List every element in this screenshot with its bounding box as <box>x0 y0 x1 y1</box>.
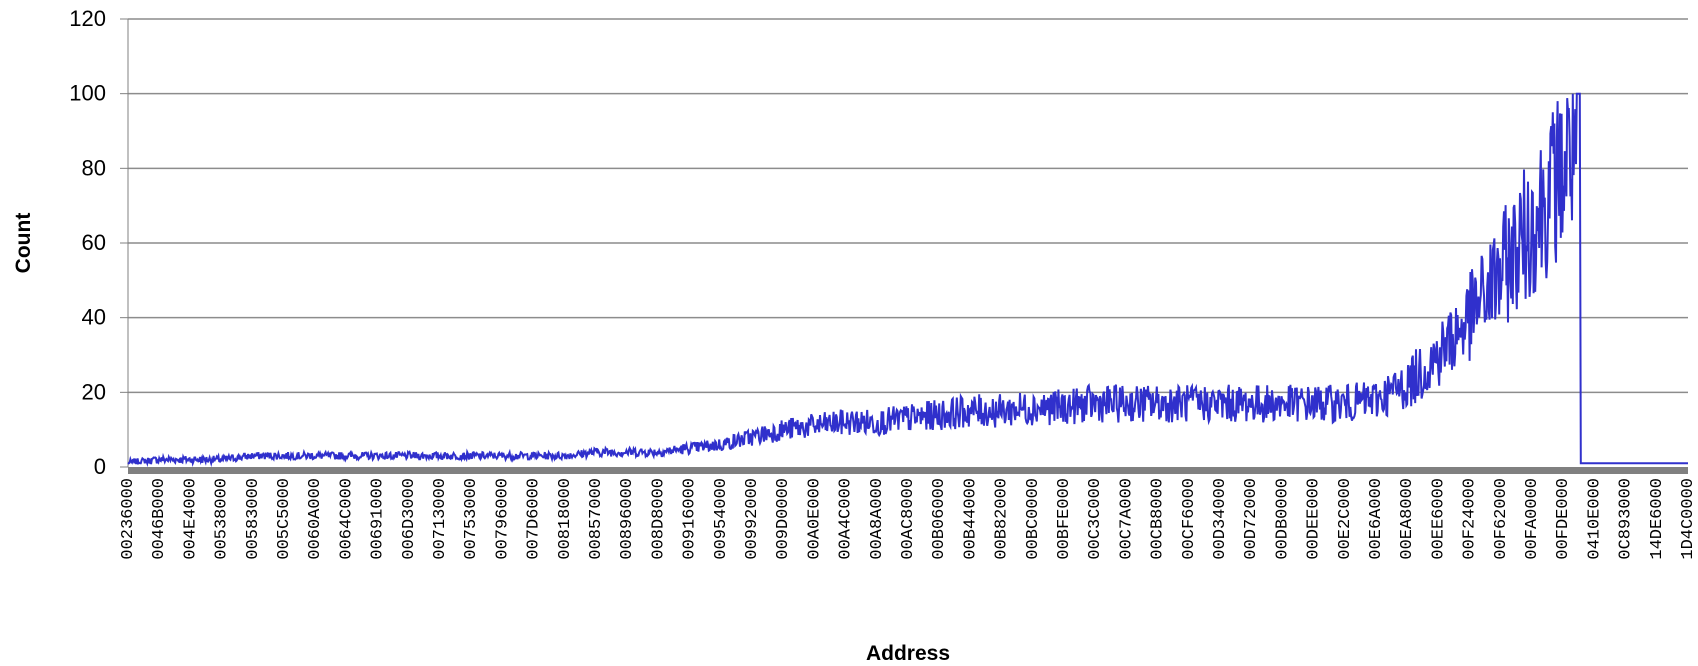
x-tick-label: 00A4C000 <box>837 478 856 560</box>
x-tick-label: 00538000 <box>213 478 232 560</box>
x-tick-label: 00818000 <box>556 478 575 560</box>
x-tick-label: 0064C000 <box>337 478 356 560</box>
x-tick-label: 00F62000 <box>1492 478 1511 560</box>
x-tick-label: 14DE6000 <box>1648 478 1667 560</box>
x-tick-label: 1D4C0000 <box>1679 478 1698 560</box>
x-tick-label: 00753000 <box>462 478 481 560</box>
x-tick-label: 0060A000 <box>306 478 325 560</box>
x-tick-label: 00F24000 <box>1461 478 1480 560</box>
x-tick-label: 00BFE000 <box>1055 478 1074 560</box>
x-tick-label: 00D34000 <box>1211 478 1230 560</box>
x-axis-title: Address <box>866 642 950 665</box>
x-tick-label: 00B82000 <box>993 478 1012 560</box>
x-tick-label: 004E4000 <box>181 478 200 560</box>
x-tick-label: 00DEE000 <box>1305 478 1324 560</box>
x-tick-label: 00796000 <box>493 478 512 560</box>
x-tick-label: 00954000 <box>712 478 731 560</box>
x-tick-label: 00A8A000 <box>868 478 887 560</box>
x-tick-label: 005C5000 <box>275 478 294 560</box>
y-tick-label: 120 <box>69 6 106 31</box>
y-axis-title: Count <box>12 213 35 274</box>
y-tick-label: 40 <box>82 305 106 330</box>
x-tick-label: 006D3000 <box>400 478 419 560</box>
series-line <box>127 92 1688 468</box>
y-tick-label: 100 <box>69 81 106 106</box>
y-tick-label: 80 <box>82 155 106 180</box>
x-tick-label: 00992000 <box>743 478 762 560</box>
x-axis-floor <box>128 467 1688 474</box>
x-tick-label: 00CF6000 <box>1180 478 1199 560</box>
x-tick-label: 00691000 <box>369 478 388 560</box>
x-tick-label: 00236000 <box>119 478 138 560</box>
x-tick-label: 008D8000 <box>649 478 668 560</box>
x-tick-label: 00E6A000 <box>1367 478 1386 560</box>
gridlines <box>128 18 1688 394</box>
x-tick-label: 00CB8000 <box>1149 478 1168 560</box>
x-tick-label: 00BC0000 <box>1024 478 1043 560</box>
x-tick-label: 00EE6000 <box>1429 478 1448 560</box>
y-tick-label: 20 <box>82 379 106 404</box>
x-tick-label: 0410E000 <box>1585 478 1604 560</box>
x-tick-label: 00AC8000 <box>899 478 918 560</box>
x-tick-label: 00DB0000 <box>1273 478 1292 560</box>
x-tick-label: 00B06000 <box>930 478 949 560</box>
x-tick-label: 00FA0000 <box>1523 478 1542 560</box>
x-tick-label: 00FDE000 <box>1554 478 1573 560</box>
x-tick-label: 00583000 <box>244 478 263 560</box>
x-tick-label: 00A0E000 <box>805 478 824 560</box>
x-tick-label: 0C893000 <box>1617 478 1636 560</box>
x-tick-label: 00D72000 <box>1242 478 1261 560</box>
x-tick-label: 0046B000 <box>150 478 169 560</box>
x-axis-ticks: 00236000 0046B000 004E4000 00538000 00583000… <box>119 478 1698 560</box>
x-tick-label: 007D6000 <box>525 478 544 560</box>
y-tick-label: 0 <box>94 454 106 479</box>
x-tick-label: 00C3C000 <box>1086 478 1105 560</box>
x-tick-label: 00916000 <box>681 478 700 560</box>
x-tick-label: 00E2C000 <box>1336 478 1355 560</box>
x-tick-label: 00896000 <box>618 478 637 560</box>
x-tick-label: 009D0000 <box>774 478 793 560</box>
x-tick-label: 00EA8000 <box>1398 478 1417 560</box>
x-tick-label: 00B44000 <box>961 478 980 560</box>
x-tick-label: 00713000 <box>431 478 450 560</box>
y-tick-label: 60 <box>82 230 106 255</box>
y-axis-ticks: 0 20 40 60 80 100 120 <box>69 6 128 479</box>
x-tick-label: 00C7A000 <box>1117 478 1136 560</box>
x-tick-label: 00857000 <box>587 478 606 560</box>
